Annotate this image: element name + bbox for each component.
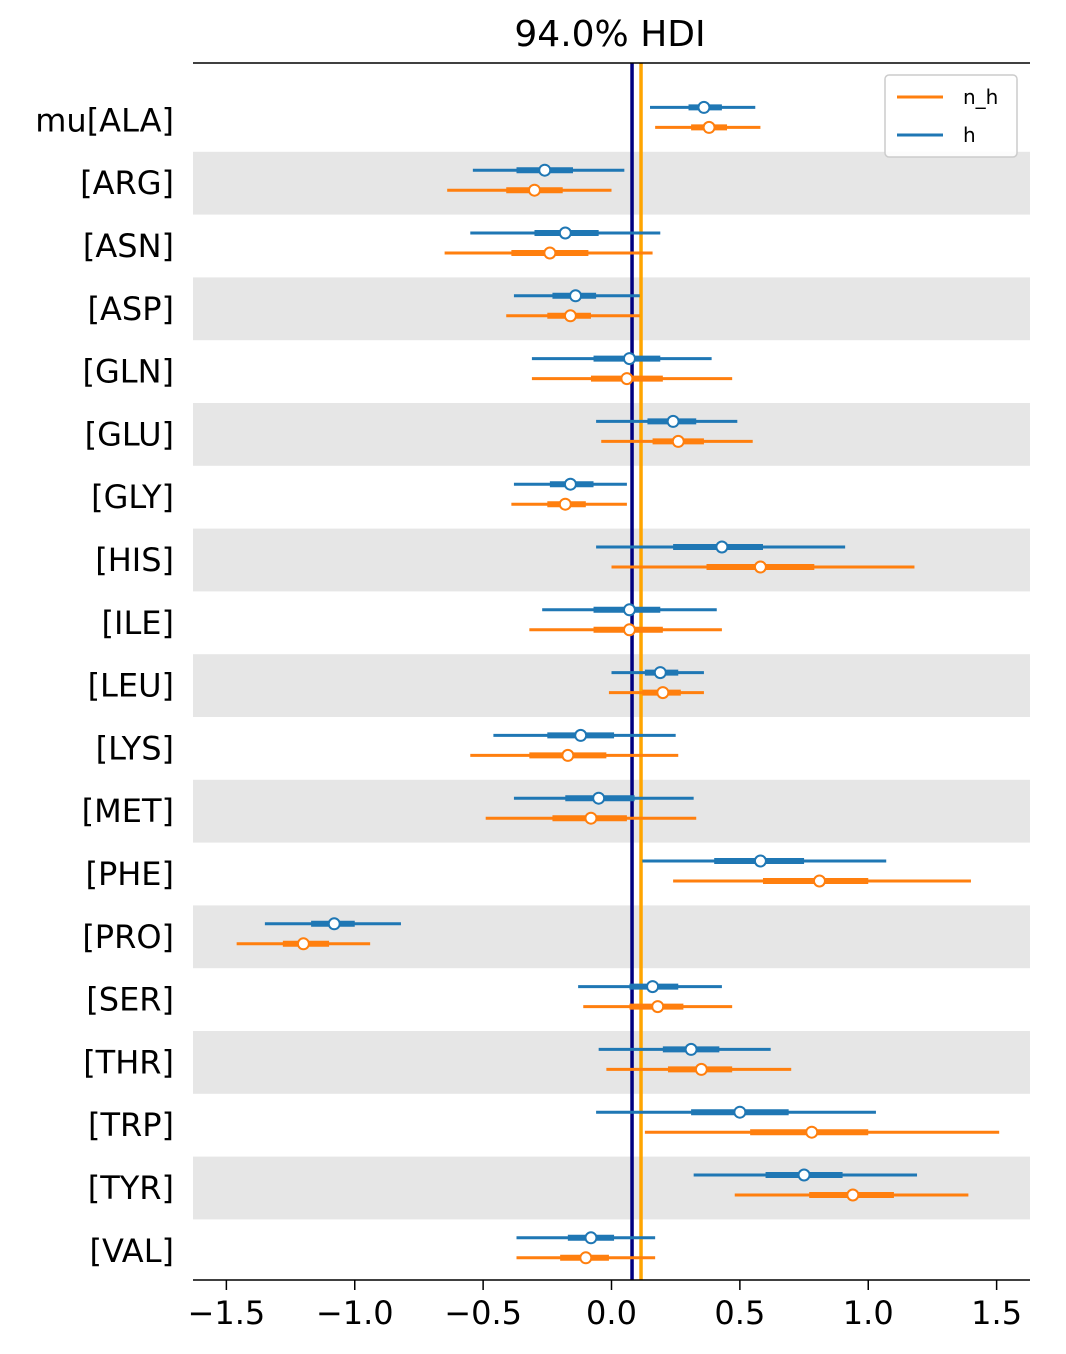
row-band [193,1156,1030,1220]
row-band [193,779,1030,843]
legend-label-n_h: n_h [963,85,998,109]
x-tick-label: 1.5 [971,1294,1022,1332]
x-tick-label: 0.0 [586,1294,637,1332]
row-band [193,277,1030,341]
median-point-h [327,917,341,931]
legend: n_hh [884,74,1018,158]
median-point-n_h [812,874,826,888]
median-point-h [538,163,552,177]
x-tick-label: 1.0 [843,1294,894,1332]
median-point-h [622,352,636,366]
median-point-h [715,540,729,554]
legend-label-h: h [963,123,976,147]
hdi-marks [236,100,1000,1265]
median-point-h [569,289,583,303]
row-band [193,654,1030,717]
y-label: [ASN] [83,227,174,265]
median-point-h [563,477,577,491]
median-point-n_h [563,309,577,323]
y-label: [VAL] [89,1232,174,1270]
median-point-n_h [656,686,670,700]
y-label: [MET] [82,792,174,830]
row-band [193,1031,1030,1094]
y-label: [LEU] [88,667,174,705]
y-label: [GLN] [82,353,174,391]
y-label: [PHE] [85,855,174,893]
median-point-h [753,854,767,868]
row-band [193,151,1030,215]
median-point-n_h [694,1062,708,1076]
y-label: [ASP] [88,290,174,328]
y-label: [ILE] [102,604,174,642]
row-band [193,905,1030,969]
y-label: [LYS] [96,729,174,767]
row-bands [193,151,1030,1220]
y-label: [GLU] [85,415,174,453]
median-point-n_h [753,560,767,574]
median-point-n_h [527,183,541,197]
median-point-n_h [846,1188,860,1202]
median-point-h [646,980,660,994]
axes: mu[ALA] [ARG] [ASN] [ASP] [GLN] [GLU] [GLY] [HI… [35,62,1030,1332]
median-point-n_h [296,937,310,951]
median-point-h [584,1231,598,1245]
median-point-n_h [561,748,575,762]
median-point-h [684,1042,698,1056]
median-point-n_h [579,1251,593,1265]
x-tick-label: −1.5 [188,1294,266,1332]
median-point-h [797,1168,811,1182]
median-point-n_h [584,811,598,825]
y-label: [PRO] [82,918,174,956]
median-point-h [622,603,636,617]
median-point-n_h [620,372,634,386]
x-tick-label: −0.5 [444,1294,522,1332]
y-label: [TRP] [88,1106,174,1144]
y-label: mu[ALA] [35,101,174,139]
x-tick-label: −1.0 [316,1294,394,1332]
y-label: [TYR] [88,1169,174,1207]
median-point-h [574,728,588,742]
y-label: [SER] [86,981,174,1019]
chart-title: 94.0% HDI [514,14,705,55]
median-point-h [653,666,667,680]
y-label: [ARG] [80,164,174,202]
median-point-n_h [671,434,685,448]
row-band [193,403,1030,466]
x-tick-label: 0.5 [714,1294,765,1332]
median-point-n_h [805,1125,819,1139]
row-band [193,528,1030,592]
median-point-n_h [543,246,557,260]
median-point-h [697,100,711,114]
median-point-n_h [622,623,636,637]
median-point-n_h [651,1000,665,1014]
y-label: [HIS] [95,541,174,579]
median-point-n_h [702,120,716,134]
median-point-h [733,1105,747,1119]
median-point-h [558,226,572,240]
median-point-h [666,414,680,428]
y-label: [GLY] [91,478,174,516]
median-point-h [592,791,606,805]
median-point-n_h [558,497,572,511]
y-label: [THR] [83,1043,174,1081]
